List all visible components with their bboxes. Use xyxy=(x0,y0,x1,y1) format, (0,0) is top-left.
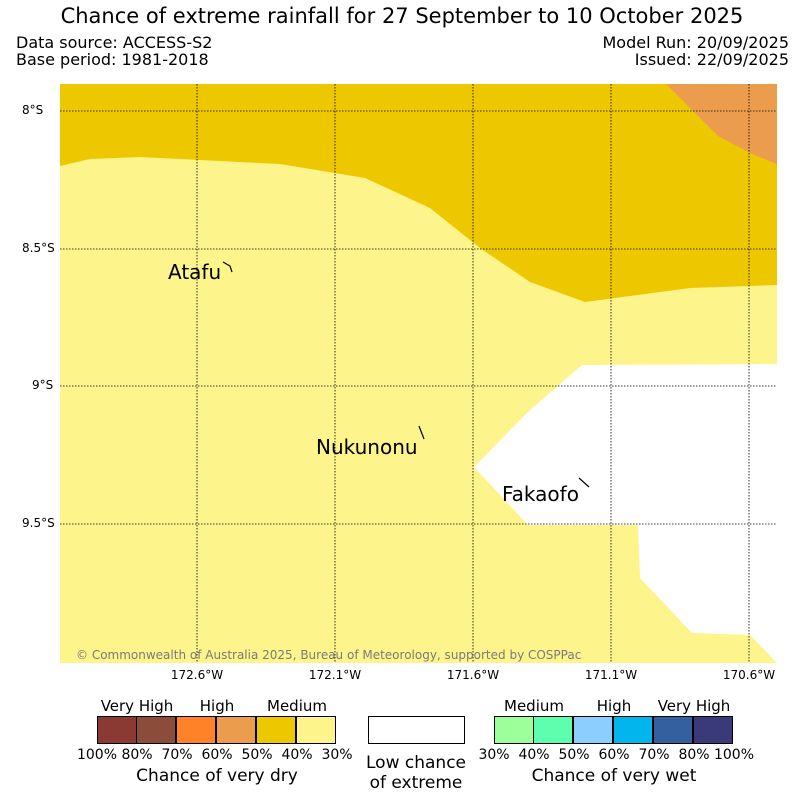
dry-colorbar-tick-label: 70% xyxy=(161,747,193,763)
lon-tick-label: 171.6°W xyxy=(446,668,500,682)
wet-colorbar-tick-label: 80% xyxy=(678,747,710,763)
wet-colorbar-swatch xyxy=(573,716,613,744)
wet-colorbar-tick-label: 50% xyxy=(558,747,590,763)
place-label-fakaofo: Fakaofo xyxy=(502,482,579,506)
low-chance-swatch xyxy=(368,716,465,744)
dry-heading-medium: Medium xyxy=(267,697,327,715)
dry-heading-high: High xyxy=(199,697,235,715)
issued-date: Issued: 22/09/2025 xyxy=(634,50,789,69)
wet-heading-medium: Medium xyxy=(504,697,564,715)
low-chance-label-line2: of extreme xyxy=(369,773,463,793)
map-region-low-chance xyxy=(474,364,777,663)
data-source: Data source: ACCESS-S2 xyxy=(16,33,213,52)
dry-heading-very-high: Very High xyxy=(100,697,174,715)
map-region-dark xyxy=(60,84,777,302)
lon-tick-label: 172.6°W xyxy=(170,668,224,682)
dry-colorbar-tick-label: 30% xyxy=(321,747,353,763)
dry-colorbar-tick-label: 80% xyxy=(121,747,153,763)
lat-tick-label: 8.5°S xyxy=(22,241,55,255)
dry-colorbar-swatch xyxy=(296,716,336,744)
wet-colorbar-swatch xyxy=(494,716,534,744)
nukunonu-island-shape xyxy=(418,425,425,440)
dry-colorbar-swatch xyxy=(97,716,137,744)
base-period: Base period: 1981-2018 xyxy=(16,50,209,69)
lat-tick-label: 9°S xyxy=(32,378,54,392)
copyright-notice: © Commonwealth of Australia 2025, Bureau… xyxy=(76,648,582,662)
wet-colorbar-title: Chance of very wet xyxy=(531,766,697,786)
dry-colorbar-tick-label: 40% xyxy=(281,747,313,763)
wet-colorbar-tick-label: 40% xyxy=(518,747,550,763)
lon-tick-label: 171.1°W xyxy=(584,668,638,682)
dry-colorbar-tick-label: 50% xyxy=(241,747,273,763)
place-label-atafu: Atafu xyxy=(168,260,222,284)
wet-heading-high: High xyxy=(596,697,632,715)
lon-tick-label: 172.1°W xyxy=(308,668,362,682)
wet-colorbar-tick-label: 70% xyxy=(638,747,670,763)
chart-title: Chance of extreme rainfall for 27 Septem… xyxy=(60,4,744,28)
low-chance-label-line1: Low chance xyxy=(366,753,466,773)
dry-colorbar-tick-label: 60% xyxy=(201,747,233,763)
wet-colorbar-tick-label: 100% xyxy=(713,747,755,763)
dry-colorbar-swatch xyxy=(176,716,216,744)
dry-colorbar-swatch xyxy=(216,716,256,744)
lon-tick-label: 170.6°W xyxy=(722,668,776,682)
dry-colorbar-title: Chance of very dry xyxy=(136,766,298,786)
wet-heading-very-high: Very High xyxy=(657,697,731,715)
atafu-island-shape xyxy=(222,261,233,273)
wet-colorbar-tick-label: 60% xyxy=(598,747,630,763)
dry-colorbar-swatch xyxy=(136,716,176,744)
place-label-nukunonu: Nukunonu xyxy=(316,435,418,459)
lat-tick-label: 8°S xyxy=(22,103,44,117)
wet-colorbar-tick-label: 30% xyxy=(478,747,510,763)
wet-colorbar-swatch xyxy=(653,716,693,744)
dry-colorbar-tick-label: 100% xyxy=(76,747,118,763)
model-run: Model Run: 20/09/2025 xyxy=(602,33,790,52)
wet-colorbar-swatch xyxy=(533,716,573,744)
wet-colorbar-swatch xyxy=(693,716,733,744)
lat-tick-label: 9.5°S xyxy=(22,516,55,530)
dry-colorbar-swatch xyxy=(256,716,296,744)
wet-colorbar-swatch xyxy=(613,716,653,744)
fakaofo-island-shape xyxy=(578,477,590,488)
